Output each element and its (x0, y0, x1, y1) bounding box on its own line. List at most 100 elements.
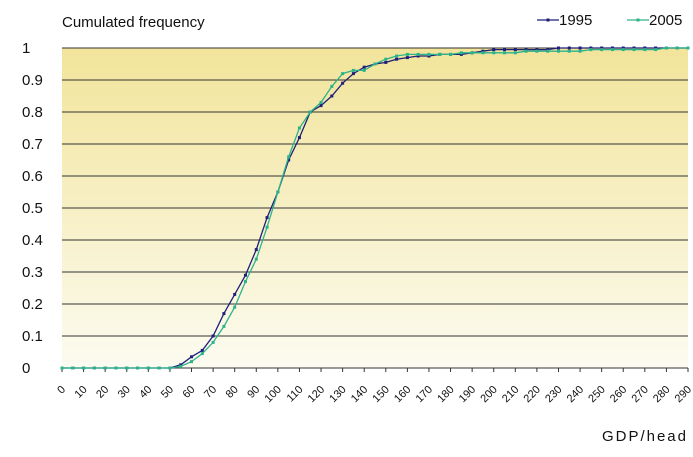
x-tick-label: 230 (543, 384, 564, 405)
point (92, 366, 96, 370)
point (243, 280, 247, 284)
point (481, 49, 485, 53)
x-tick-label: 170 (414, 384, 435, 405)
point (308, 110, 312, 114)
x-tick-label: 270 (629, 384, 650, 405)
point (621, 48, 625, 52)
point (60, 366, 64, 370)
x-tick-label: 110 (285, 384, 306, 405)
point (600, 46, 604, 50)
point (535, 48, 539, 52)
y-tick-label: 0 (22, 360, 30, 377)
point (168, 366, 172, 370)
point (179, 364, 183, 368)
point (567, 49, 571, 53)
point (222, 312, 226, 316)
point (556, 46, 560, 50)
point (243, 273, 247, 277)
point (146, 366, 150, 370)
chart-title: Cumulated frequency (62, 14, 205, 31)
x-tick-label: 140 (349, 384, 370, 405)
point (524, 48, 528, 52)
point (125, 366, 129, 370)
point (200, 352, 204, 356)
point (503, 48, 507, 52)
point (233, 292, 237, 296)
point (459, 51, 463, 55)
point (114, 366, 118, 370)
point (643, 46, 647, 50)
x-axis-label: GDP/head (602, 428, 688, 445)
point (82, 366, 86, 370)
point (503, 51, 507, 55)
point (211, 334, 215, 338)
y-tick-label: 0.4 (22, 232, 43, 249)
point (513, 51, 517, 55)
point (254, 257, 258, 261)
point (416, 54, 420, 58)
y-tick-label: 0.6 (22, 168, 43, 185)
x-tick-label: 10 (73, 384, 90, 401)
point (384, 60, 388, 64)
x-tick-label: 280 (651, 384, 672, 405)
point (459, 52, 463, 56)
point (589, 48, 593, 52)
point (341, 72, 345, 76)
y-tick-label: 1 (22, 40, 30, 57)
point (330, 84, 334, 88)
x-tick-label: 220 (522, 384, 543, 405)
point (319, 100, 323, 104)
x-tick-label: 240 (565, 384, 586, 405)
point (384, 57, 388, 61)
y-tick-label: 0.7 (22, 136, 43, 153)
point (341, 81, 345, 85)
point (567, 46, 571, 50)
point (351, 72, 355, 76)
point (319, 104, 323, 108)
x-tick-label: 20 (94, 384, 111, 401)
legend-label: 1995 (559, 12, 592, 29)
point (675, 46, 679, 50)
point (654, 46, 658, 50)
point (449, 52, 453, 56)
x-tick-label: 30 (116, 384, 133, 401)
point (362, 68, 366, 72)
point (265, 225, 269, 229)
point (492, 51, 496, 55)
point (71, 366, 75, 370)
point (600, 48, 604, 52)
point (200, 348, 204, 352)
x-tick-label: 180 (435, 384, 456, 405)
x-tick-label: 130 (327, 384, 348, 405)
point (330, 94, 334, 98)
point (362, 65, 366, 69)
point (664, 46, 668, 50)
point (438, 52, 442, 56)
point (351, 68, 355, 72)
point (546, 48, 550, 52)
point (481, 51, 485, 55)
point (395, 54, 399, 58)
point (211, 340, 215, 344)
point (287, 155, 291, 159)
point (427, 52, 431, 56)
x-tick-label: 260 (608, 384, 629, 405)
point (190, 355, 194, 359)
x-tick-label: 200 (478, 384, 499, 405)
point (254, 248, 258, 252)
legend-label: 2005 (649, 12, 682, 29)
y-tick-label: 0.2 (22, 296, 43, 313)
point (632, 48, 636, 52)
x-tick-label: 70 (202, 384, 219, 401)
x-tick-label: 250 (586, 384, 607, 405)
point (524, 49, 528, 53)
point (157, 366, 161, 370)
x-tick-label: 290 (673, 384, 693, 405)
x-tick-label: 160 (392, 384, 413, 405)
point (556, 49, 560, 53)
point (405, 56, 409, 60)
x-tick-label: 90 (245, 384, 262, 401)
x-tick-label: 80 (224, 384, 241, 401)
x-tick-label: 190 (457, 384, 478, 405)
